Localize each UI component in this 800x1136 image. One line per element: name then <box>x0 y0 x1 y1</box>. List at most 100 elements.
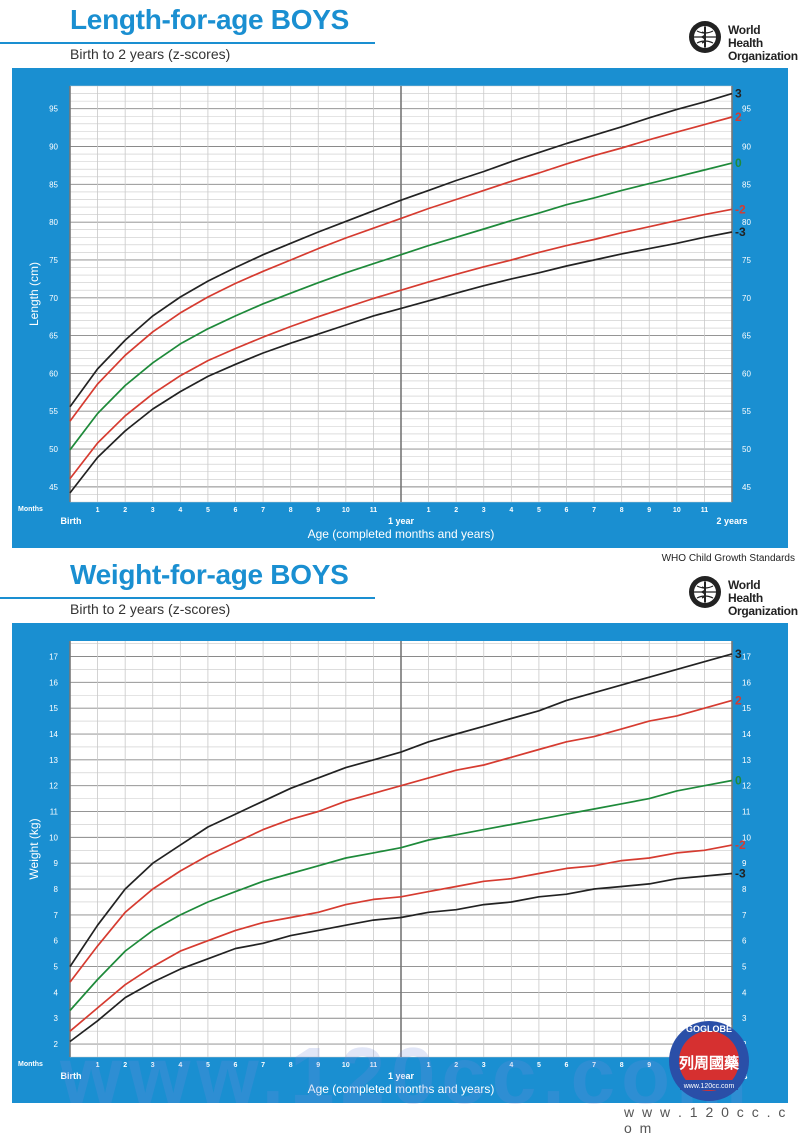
y-tick-label-left: 7 <box>54 911 59 920</box>
y-tick-label-left: 70 <box>49 294 58 303</box>
y-tick-label-left: 90 <box>49 143 58 152</box>
x-tick-label: 8 <box>620 1062 624 1069</box>
y-tick-label-right: 17 <box>742 653 751 662</box>
y-tick-label-right: 7 <box>742 911 747 920</box>
x-tick-label: 6 <box>234 507 238 514</box>
x-tick-label: 11 <box>370 507 378 514</box>
x-tick-label: 4 <box>178 1062 182 1069</box>
x-tick-label: 6 <box>565 1062 569 1069</box>
x-tick-label: 4 <box>509 1062 513 1069</box>
y-tick-label-right: 11 <box>742 808 751 817</box>
x-major-tick-label: 1 year <box>388 516 415 526</box>
y-tick-label-right: 3 <box>742 1014 747 1023</box>
y-axis-label: Length (cm) <box>27 262 41 326</box>
y-tick-label-right: 90 <box>742 143 751 152</box>
y-tick-label-right: 8 <box>742 885 747 894</box>
y-tick-label-right: 85 <box>742 180 751 189</box>
x-tick-label: 11 <box>701 507 709 514</box>
x-tick-label: 5 <box>537 507 541 514</box>
goglobe-badge-icon: GOGLOBE 列周國藥 www.120cc.com <box>669 1021 749 1101</box>
months-label: Months <box>18 1061 43 1068</box>
y-tick-label-left: 45 <box>49 483 58 492</box>
y-tick-label-right: 60 <box>742 369 751 378</box>
y-tick-label-right: 50 <box>742 445 751 454</box>
x-tick-label: 3 <box>482 507 486 514</box>
x-tick-label: 2 <box>123 1062 127 1069</box>
badge-ring-text: GOGLOBE <box>686 1024 732 1034</box>
y-tick-label-left: 10 <box>49 833 58 842</box>
x-tick-label: 1 <box>96 507 100 514</box>
who-name: World Health Organization <box>728 24 798 63</box>
y-tick-label-left: 3 <box>54 1014 59 1023</box>
y-tick-label-right: 80 <box>742 218 751 227</box>
y-tick-label-right: 9 <box>742 859 747 868</box>
series-label-0: 0 <box>735 774 742 788</box>
y-tick-label-right: 16 <box>742 678 751 687</box>
x-tick-label: 8 <box>620 507 624 514</box>
series-line--3 <box>69 872 733 1043</box>
x-tick-label: 3 <box>151 1062 155 1069</box>
months-label: Months <box>18 506 43 513</box>
watermark-text: www.120cc.com <box>60 1031 754 1120</box>
y-tick-label-right: 14 <box>742 730 751 739</box>
y-tick-label-left: 15 <box>49 704 58 713</box>
x-tick-label: 1 <box>427 1062 431 1069</box>
series-line-2 <box>69 699 733 983</box>
y-tick-label-left: 4 <box>54 988 59 997</box>
series-line--2 <box>69 208 733 480</box>
x-tick-label: 7 <box>261 1062 265 1069</box>
series-line-3 <box>69 92 733 408</box>
x-tick-label: 8 <box>289 507 293 514</box>
y-tick-label-left: 95 <box>49 105 58 114</box>
x-tick-label: 1 <box>427 507 431 514</box>
series-line-0 <box>69 162 733 451</box>
x-tick-label: 2 <box>454 1062 458 1069</box>
who-logo: World Health Organization <box>688 20 798 63</box>
x-axis-label: Age (completed months and years) <box>308 527 495 541</box>
x-tick-label: 3 <box>151 507 155 514</box>
x-tick-label: 3 <box>482 1062 486 1069</box>
y-tick-label-left: 50 <box>49 445 58 454</box>
chart-subtitle: Birth to 2 years (z-scores) <box>70 46 231 62</box>
x-tick-label: 7 <box>261 507 265 514</box>
x-tick-label: 5 <box>537 1062 541 1069</box>
y-tick-label-left: 85 <box>49 180 58 189</box>
who-name-line2: Organization <box>728 604 798 618</box>
x-major-tick-label: 2 years <box>716 516 747 526</box>
x-tick-label: 2 <box>123 507 127 514</box>
y-tick-label-left: 75 <box>49 256 58 265</box>
standards-note: WHO Child Growth Standards <box>661 553 795 564</box>
y-tick-label-left: 9 <box>54 859 59 868</box>
x-tick-label: 4 <box>178 507 182 514</box>
x-tick-label: 8 <box>289 1062 293 1069</box>
x-tick-label: 7 <box>592 1062 596 1069</box>
y-tick-label-left: 16 <box>49 678 58 687</box>
series-label-2: 2 <box>735 693 742 707</box>
x-tick-label: 4 <box>509 507 513 514</box>
x-tick-label: 5 <box>206 1062 210 1069</box>
x-tick-label: 10 <box>342 1062 350 1069</box>
y-tick-label-left: 14 <box>49 730 58 739</box>
x-axis-label: Age (completed months and years) <box>308 1082 495 1096</box>
y-tick-label-right: 15 <box>742 704 751 713</box>
length-for-age-panel: Length-for-age BOYS Birth to 2 years (z-… <box>0 0 800 564</box>
who-name: World Health Organization <box>728 579 798 618</box>
x-tick-label: 9 <box>647 1062 651 1069</box>
series-label--2: -2 <box>735 838 746 852</box>
y-tick-label-right: 65 <box>742 332 751 341</box>
y-tick-label-right: 12 <box>742 782 751 791</box>
x-tick-label: 10 <box>673 507 681 514</box>
y-tick-label-right: 5 <box>742 963 747 972</box>
chart-title: Length-for-age BOYS <box>70 4 349 35</box>
y-tick-label-left: 80 <box>49 218 58 227</box>
y-tick-label-left: 12 <box>49 782 58 791</box>
series-line--3 <box>69 231 733 494</box>
who-logo: World Health Organization <box>688 575 798 618</box>
x-tick-label: 1 <box>96 1062 100 1069</box>
y-axis-label: Weight (kg) <box>27 818 41 879</box>
who-emblem-icon <box>689 21 721 53</box>
weight-chart: 2233445566778899101011111212131314141515… <box>12 623 788 1103</box>
title-underline <box>0 42 375 44</box>
series-line--2 <box>69 844 733 1032</box>
